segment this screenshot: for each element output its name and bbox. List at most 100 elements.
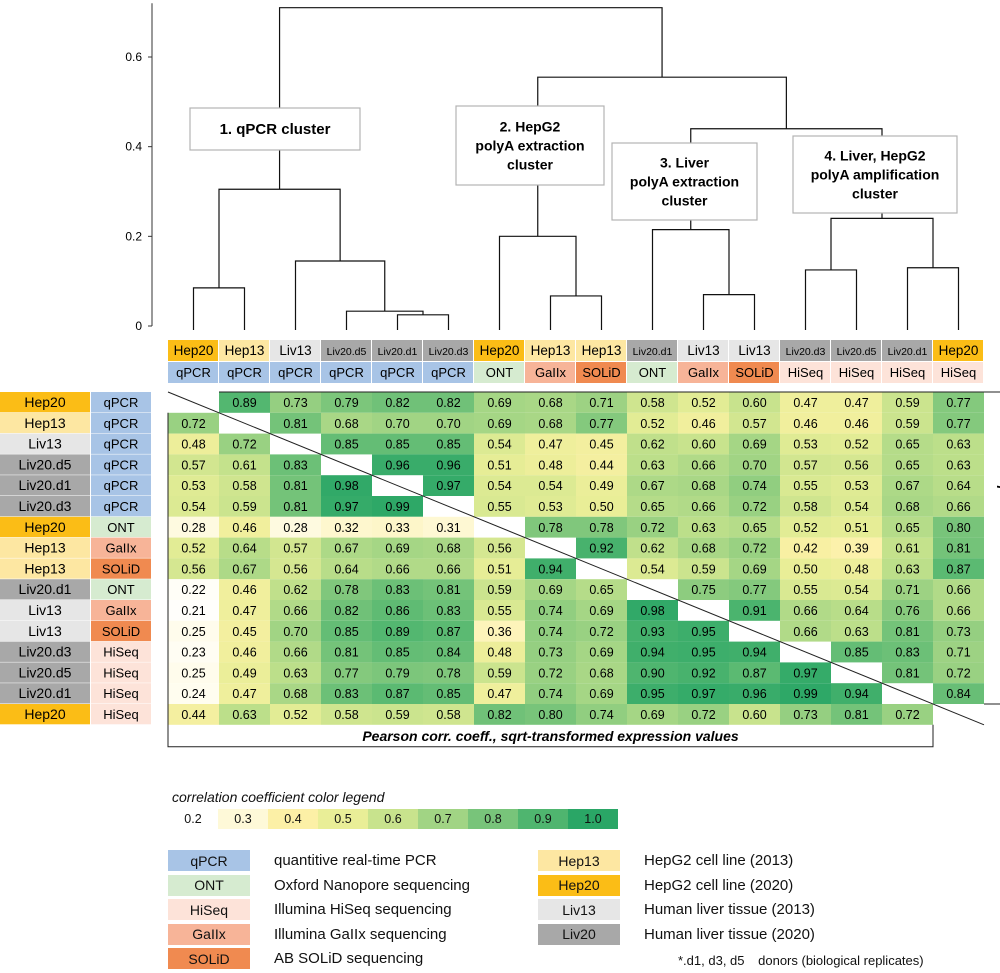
heatmap-cell: [576, 516, 627, 538]
heatmap-value: 0.54: [538, 479, 562, 493]
column-sample-label: Liv20.d3: [786, 346, 826, 358]
heatmap-value: 0.55: [793, 479, 817, 493]
heatmap-cell: [933, 662, 984, 684]
row-sample-label: Hep13: [24, 540, 65, 556]
heatmap-value: 0.96: [742, 687, 766, 701]
row-method-cell: [91, 516, 151, 538]
row-sample-cell: [0, 516, 90, 538]
heatmap-cell: [525, 704, 576, 725]
column-sample-cell: [321, 340, 371, 361]
heatmap-cell: [372, 641, 423, 663]
row-sample-cell: [0, 704, 90, 725]
heatmap-cell: [678, 475, 729, 496]
heatmap-value: 0.74: [538, 604, 562, 618]
heatmap-value: 0.54: [844, 583, 868, 597]
column-method-label: qPCR: [227, 365, 262, 380]
heatmap-cell: [882, 475, 933, 496]
heatmap-value: 0.77: [334, 666, 358, 680]
heatmap-value: 0.52: [691, 396, 715, 410]
heatmap-value: 0.58: [436, 708, 460, 722]
heatmap-value: 0.78: [538, 521, 562, 535]
column-sample-cell: [627, 340, 677, 361]
column-method-label: HiSeq: [890, 365, 925, 380]
heatmap-cell: [423, 412, 474, 434]
column-method-cell: [270, 362, 320, 383]
heatmap-cell: [168, 433, 219, 455]
heatmap-cell: [525, 558, 576, 580]
row-sample-label: Liv13: [28, 623, 62, 639]
heatmap-cell: [474, 662, 525, 684]
heatmap-value: 0.47: [844, 396, 868, 410]
heatmap-value: 0.48: [844, 562, 868, 576]
heatmap-value: 0.69: [742, 562, 766, 576]
heatmap-value: 0.78: [589, 521, 613, 535]
heatmap-value: 0.56: [283, 562, 307, 576]
heatmap-cell: [270, 641, 321, 663]
heatmap-value: 0.81: [283, 500, 307, 514]
heatmap-value: 0.62: [640, 438, 664, 452]
heatmap-value: 0.59: [895, 417, 919, 431]
heatmap-cell: [729, 475, 780, 496]
heatmap-cell: [933, 496, 984, 517]
heatmap-cell: [831, 537, 882, 559]
heatmap-value: 0.49: [589, 479, 613, 493]
heatmap-cell: [576, 683, 627, 704]
heatmap-cell: [729, 412, 780, 434]
heatmap-value: 0.66: [793, 625, 817, 639]
heatmap-cell: [882, 496, 933, 517]
heatmap-value: 0.66: [691, 500, 715, 514]
heatmap-value: 0.99: [793, 687, 817, 701]
heatmap-cell: [525, 579, 576, 600]
heatmap-value: 0.72: [691, 708, 715, 722]
heatmap-value: 0.63: [232, 708, 256, 722]
heatmap-value: 0.71: [895, 583, 919, 597]
heatmap-cell: [321, 683, 372, 704]
heatmap-cell: [882, 537, 933, 559]
column-sample-cell: [831, 340, 881, 361]
heatmap-value: 0.95: [691, 625, 715, 639]
heatmap-value: 0.67: [895, 479, 919, 493]
heatmap-value: 0.95: [691, 646, 715, 660]
column-method-label: HiSeq: [839, 365, 874, 380]
heatmap-cell: [321, 641, 372, 663]
column-method-cell: [882, 362, 932, 383]
heatmap-cell: [168, 558, 219, 580]
heatmap-cell: [372, 558, 423, 580]
column-sample-label: Liv13: [279, 343, 311, 358]
heatmap-value: 0.92: [691, 666, 715, 680]
heatmap-value: 0.64: [334, 562, 358, 576]
heatmap-cell: [219, 620, 270, 642]
heatmap-cell: [678, 454, 729, 476]
heatmap-value: 0.49: [232, 666, 256, 680]
heatmap-value: 0.51: [487, 562, 511, 576]
heatmap-cell: [678, 558, 729, 580]
heatmap-cell: [729, 600, 780, 621]
heatmap-cell: [780, 516, 831, 538]
heatmap-cell: [627, 558, 678, 580]
heatmap-cell: [780, 454, 831, 476]
column-method-label: GaIIx: [688, 365, 720, 380]
heatmap-value: 0.72: [946, 666, 970, 680]
heatmap-value: 0.83: [895, 646, 919, 660]
row-method-cell: [91, 683, 151, 704]
column-method-cell: [933, 362, 983, 383]
heatmap-value: 0.66: [946, 500, 970, 514]
heatmap-value: 0.97: [334, 500, 358, 514]
heatmap-value: 0.59: [691, 562, 715, 576]
heatmap-value: 0.84: [946, 687, 970, 701]
heatmap-value: 0.87: [742, 666, 766, 680]
heatmap-cell: [831, 704, 882, 725]
heatmap-cell: [729, 558, 780, 580]
heatmap-value: 0.63: [844, 625, 868, 639]
heatmap-cell: [270, 516, 321, 538]
heatmap-value: 0.56: [181, 562, 205, 576]
column-sample-label: Liv20.d5: [327, 346, 367, 358]
heatmap-cell: [474, 558, 525, 580]
heatmap-cell: [525, 454, 576, 476]
cluster-label: polyA extraction: [630, 174, 739, 190]
heatmap-cell: [831, 641, 882, 663]
heatmap-value: 0.57: [283, 542, 307, 556]
heatmap-cell: [474, 392, 525, 413]
row-method-label: qPCR: [104, 416, 139, 431]
heatmap-cell: [933, 537, 984, 559]
